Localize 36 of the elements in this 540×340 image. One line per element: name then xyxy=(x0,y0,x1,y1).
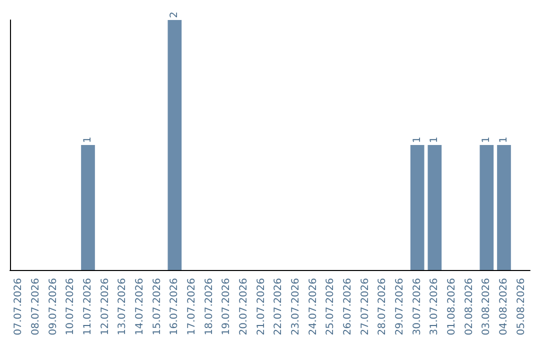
x-tick-label: 02.08.2026 xyxy=(464,278,475,336)
data-label: 1 xyxy=(82,136,94,143)
x-tick-label: 25.07.2026 xyxy=(325,278,336,336)
x-tick-label: 07.07.2026 xyxy=(13,278,24,336)
x-tick-label: 11.07.2026 xyxy=(82,278,94,336)
x-tick-label: 09.07.2026 xyxy=(48,278,59,336)
x-tick-label: 28.07.2026 xyxy=(377,278,388,336)
data-label: 1 xyxy=(498,136,510,143)
x-tick-label: 14.07.2026 xyxy=(134,278,146,336)
data-label: 1 xyxy=(412,136,423,143)
x-tick-label: 22.07.2026 xyxy=(273,278,284,336)
x-tick-label: 30.07.2026 xyxy=(412,278,423,336)
x-tick-label: 18.07.2026 xyxy=(204,278,215,336)
x-tick-label: 03.08.2026 xyxy=(481,278,492,336)
data-label: 2 xyxy=(169,12,180,18)
x-tick-label: 17.07.2026 xyxy=(186,278,198,336)
x-tick-label: 08.07.2026 xyxy=(30,278,42,336)
x-tick-label: 21.07.2026 xyxy=(256,278,267,336)
x-tick-label: 01.08.2026 xyxy=(446,278,458,336)
x-tick-label: 15.07.2026 xyxy=(152,278,163,336)
x-tick-label: 26.07.2026 xyxy=(342,278,354,336)
x-tick-label: 27.07.2026 xyxy=(360,278,371,336)
x-tick-label: 04.08.2026 xyxy=(498,278,510,336)
data-label: 1 xyxy=(481,136,492,143)
x-tick-label: 24.07.2026 xyxy=(308,278,319,336)
x-tick-label: 13.07.2026 xyxy=(117,278,128,336)
data-label: 1 xyxy=(429,136,440,143)
x-tick-label: 31.07.2026 xyxy=(429,278,440,336)
x-tick-label: 10.07.2026 xyxy=(65,278,76,336)
x-tick-label: 29.07.2026 xyxy=(394,278,406,336)
x-tick-label: 12.07.2026 xyxy=(100,278,111,336)
x-tick-label: 16.07.2026 xyxy=(169,278,180,336)
x-tick-label: 20.07.2026 xyxy=(238,278,250,336)
x-tick-label: 19.07.2026 xyxy=(221,278,232,336)
x-tick-label: 23.07.2026 xyxy=(290,278,302,336)
x-tick-label: 05.08.2026 xyxy=(516,278,527,336)
